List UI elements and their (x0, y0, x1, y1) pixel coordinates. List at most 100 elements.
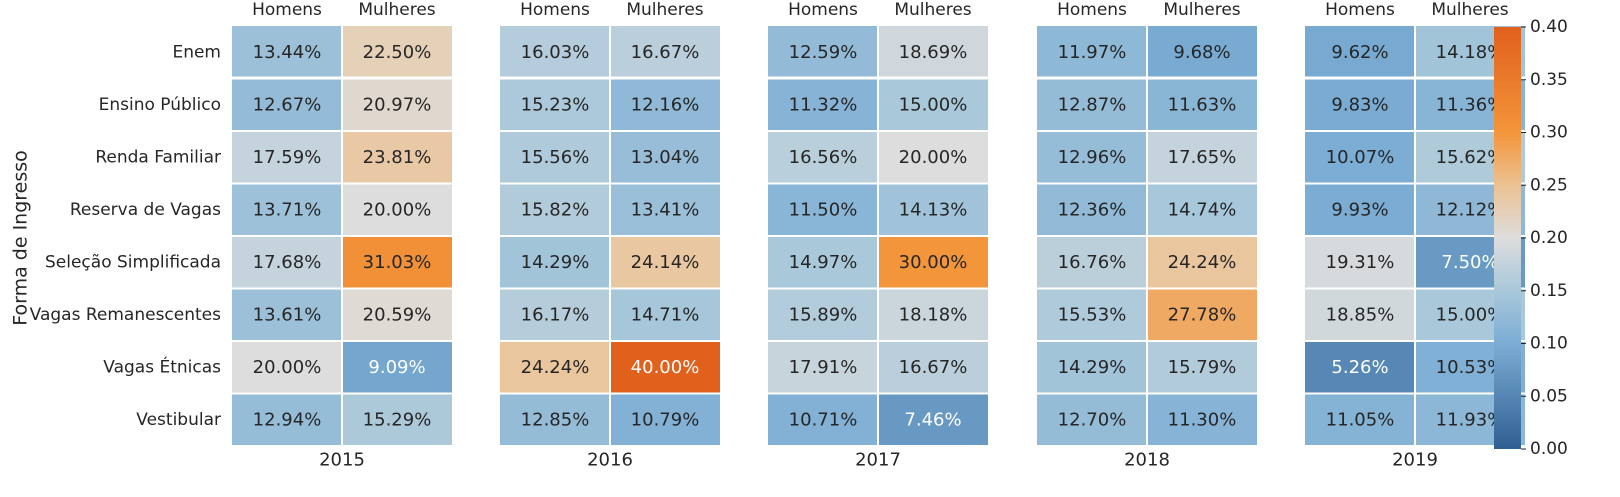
heatmap-cell (1305, 184, 1414, 235)
cell-value-label: 11.32% (789, 94, 858, 115)
cell-value-label: 14.71% (631, 304, 700, 325)
heatmap-cell (500, 289, 609, 340)
cell-value-label: 16.03% (521, 42, 590, 63)
heatmap-cell (232, 394, 341, 445)
heatmap-cell (879, 394, 988, 445)
cell-value-label: 16.76% (1058, 252, 1127, 273)
cell-value-label: 12.96% (1058, 147, 1127, 168)
heatmap-cell (500, 394, 609, 445)
cell-value-label: 10.79% (631, 409, 700, 430)
heatmap-cell (1037, 132, 1146, 183)
heatmap-cell (232, 289, 341, 340)
cell-value-label: 18.85% (1326, 304, 1395, 325)
heatmap-cell (343, 132, 452, 183)
colorbar-tick-label: 0.15 (1530, 281, 1568, 301)
cell-value-label: 18.18% (899, 304, 968, 325)
heatmap-cell (1305, 26, 1414, 77)
cell-value-label: 13.61% (253, 304, 322, 325)
heatmap-cell (1305, 79, 1414, 130)
heatmap-cell (1037, 26, 1146, 77)
heatmap-cell (1037, 342, 1146, 393)
colorbar-tick-label: 0.25 (1530, 175, 1568, 195)
cell-value-label: 14.29% (521, 252, 590, 273)
heatmap-cell (879, 342, 988, 393)
cell-value-label: 15.00% (899, 94, 968, 115)
colorbar-tick-label: 0.30 (1530, 123, 1568, 143)
year-label: 2019 (1392, 450, 1438, 471)
heatmap-cell (1037, 184, 1146, 235)
cell-value-label: 9.93% (1331, 199, 1388, 220)
heatmap-cell (500, 79, 609, 130)
heatmap-cell (232, 237, 341, 288)
heatmap-cell (879, 132, 988, 183)
cell-value-label: 12.67% (253, 94, 322, 115)
cell-value-label: 20.97% (363, 94, 432, 115)
cell-value-label: 12.70% (1058, 409, 1127, 430)
heatmap-cell (768, 394, 877, 445)
cell-value-label: 30.00% (899, 252, 968, 273)
heatmap-cell (500, 184, 609, 235)
panel-2019: Homens Mulheres 9.62% 14.18% 9.83% 11.36% 10.0… (1305, 0, 1525, 471)
heatmap-cell (768, 79, 877, 130)
panel-2017: Homens Mulheres 12.59% 18.69% 11.32% 15.00% 16… (768, 0, 988, 471)
cell-value-label: 14.18% (1436, 42, 1505, 63)
heatmap-cell (343, 26, 452, 77)
cell-value-label: 20.00% (363, 199, 432, 220)
column-label: Mulheres (626, 0, 703, 20)
cell-value-label: 12.87% (1058, 94, 1127, 115)
cell-value-label: 15.23% (521, 94, 590, 115)
year-label: 2018 (1124, 450, 1170, 471)
heatmap-cell (232, 132, 341, 183)
heatmap-cell (611, 289, 720, 340)
heatmap-cell (1148, 26, 1257, 77)
heatmap-cell (343, 394, 452, 445)
cell-value-label: 22.50% (363, 42, 432, 63)
heatmap-cell (1148, 394, 1257, 445)
cell-value-label: 13.71% (253, 199, 322, 220)
heatmap-cell (500, 342, 609, 393)
heatmap-cell (343, 184, 452, 235)
cell-value-label: 18.69% (899, 42, 968, 63)
cell-value-label: 11.63% (1168, 94, 1237, 115)
heatmap-cell (611, 184, 720, 235)
cell-value-label: 15.53% (1058, 304, 1127, 325)
heatmap-cell (232, 184, 341, 235)
heatmap-cell (611, 237, 720, 288)
colorbar: 0.00 0.05 0.10 0.15 0.20 0.25 0.30 0.35 0.40 (1494, 17, 1568, 459)
cell-value-label: 15.89% (789, 304, 858, 325)
heatmap-cell (879, 237, 988, 288)
heatmap-cell (768, 184, 877, 235)
row-label: Enem (172, 42, 221, 62)
heatmap-cell (1148, 132, 1257, 183)
cell-value-label: 10.71% (789, 409, 858, 430)
cell-value-label: 12.16% (631, 94, 700, 115)
heatmap-cell (611, 342, 720, 393)
row-label: Vagas Remanescentes (30, 305, 221, 325)
cell-value-label: 15.00% (1436, 304, 1505, 325)
cell-value-label: 13.41% (631, 199, 700, 220)
cell-value-label: 19.31% (1326, 252, 1395, 273)
cell-value-label: 27.78% (1168, 304, 1237, 325)
heatmap-cell (611, 394, 720, 445)
heatmap-cell (500, 237, 609, 288)
heatmap-panels: Homens Mulheres 13.44% 22.50% 12.67% 20.97% 17… (232, 0, 1525, 471)
row-label: Vestibular (136, 410, 221, 430)
cell-value-label: 23.81% (363, 147, 432, 168)
panel-2018: Homens Mulheres 11.97% 9.68% 12.87% 11.63% 12.… (1037, 0, 1257, 471)
heatmap-cell (611, 132, 720, 183)
heatmap-cell (1037, 237, 1146, 288)
heatmap-cell (768, 342, 877, 393)
year-label: 2016 (587, 450, 633, 471)
heatmap-cell (343, 79, 452, 130)
column-label: Homens (252, 0, 322, 20)
row-label: Vagas Étnicas (103, 355, 221, 377)
heatmap-cell (232, 342, 341, 393)
column-label: Mulheres (358, 0, 435, 20)
row-label: Seleção Simplificada (45, 252, 221, 272)
heatmap-cell (500, 26, 609, 77)
cell-value-label: 20.59% (363, 304, 432, 325)
heatmap-cell (1305, 132, 1414, 183)
heatmap-cell (879, 184, 988, 235)
cell-value-label: 11.93% (1436, 409, 1505, 430)
